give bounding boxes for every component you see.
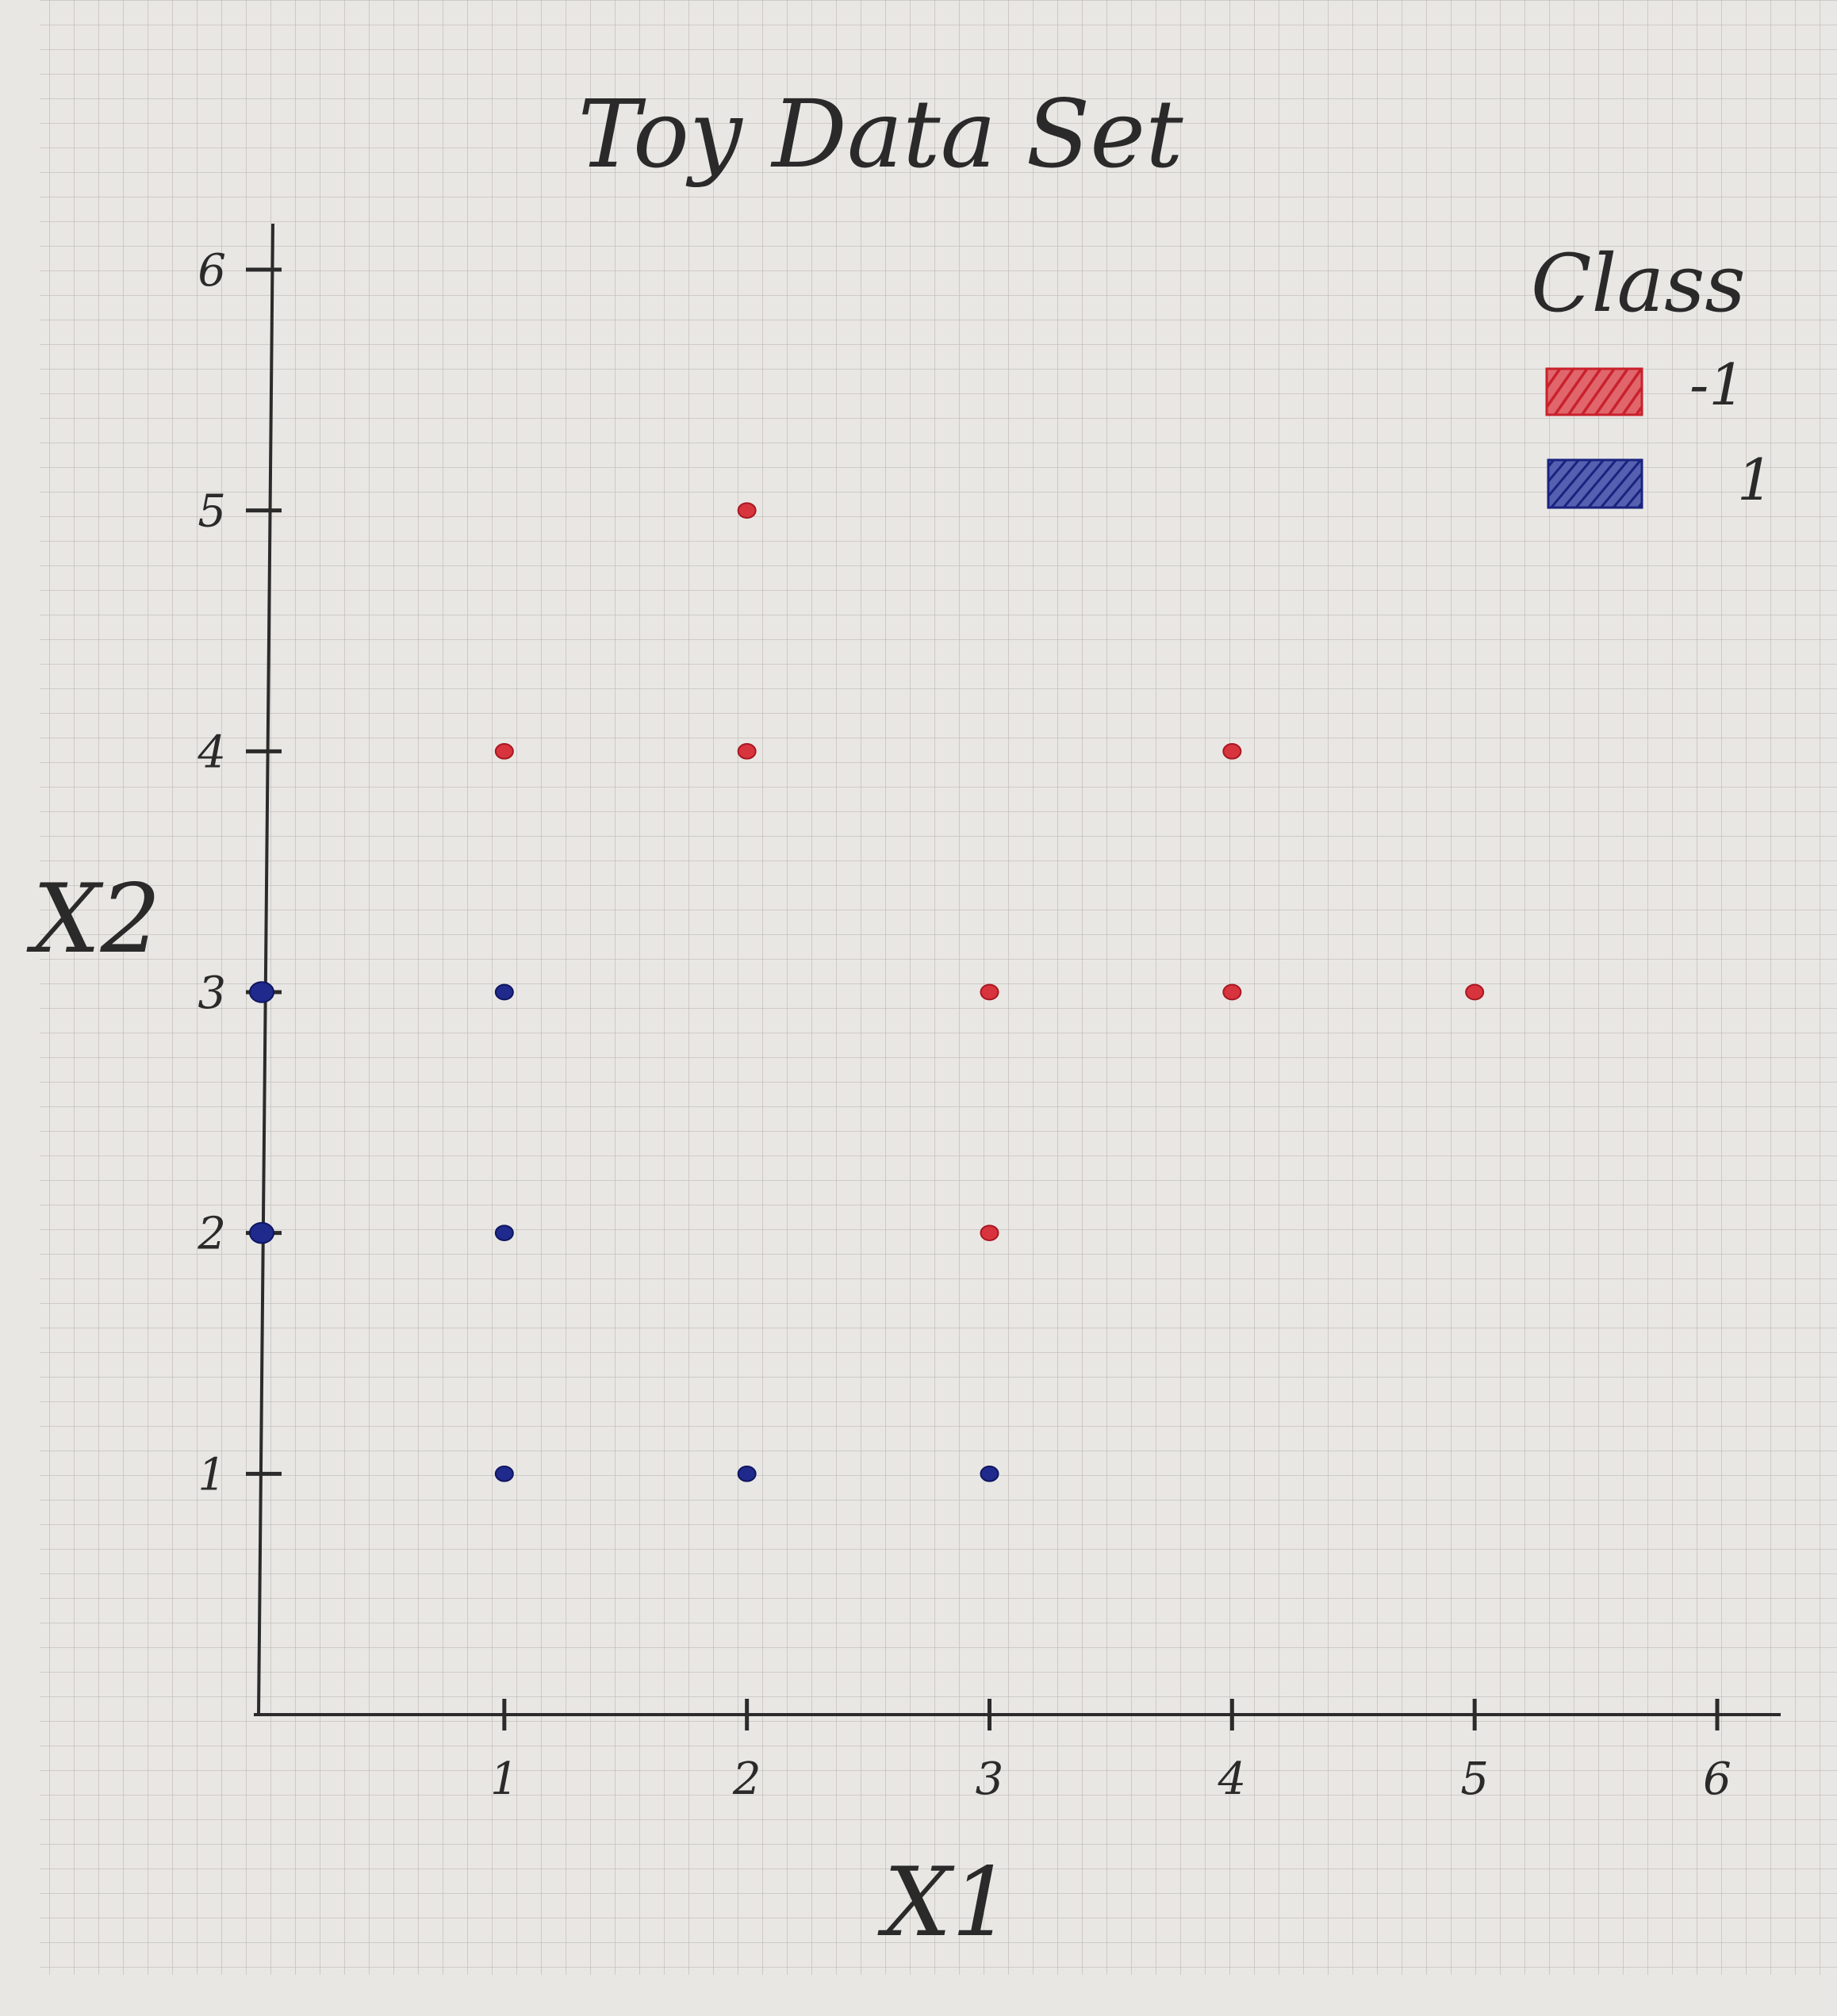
- data-point-class-1: [494, 1225, 514, 1242]
- data-point-class-minus-1: [737, 502, 757, 519]
- data-point-class-minus-1: [1222, 983, 1242, 1001]
- scatter-points: [249, 502, 1485, 1482]
- legend-label-class-1: 1: [1737, 447, 1774, 513]
- data-point-class-minus-1: [1465, 983, 1485, 1001]
- data-point-class-1: [737, 1465, 757, 1482]
- y-tick-label: 2: [197, 1209, 226, 1260]
- x-tick-label: 4: [1218, 1753, 1247, 1805]
- y-axis-ticks: 1 2 3 4 5 6: [197, 245, 282, 1501]
- x-axis-label: X1: [877, 1848, 1012, 1958]
- data-point-class-minus-1: [980, 1225, 999, 1242]
- x-tick-label: 6: [1703, 1753, 1732, 1805]
- y-tick-label: 1: [198, 1449, 226, 1501]
- x-tick-label: 3: [976, 1753, 1004, 1805]
- legend-label-class-minus-1: -1: [1689, 351, 1745, 418]
- data-point-class-1: [249, 981, 274, 1003]
- graph-paper-grid: [40, 0, 1837, 1975]
- data-point-class-minus-1: [980, 983, 999, 1001]
- chart-title: Toy Data Set: [577, 79, 1183, 189]
- legend-swatch-class-minus-1: [1545, 367, 1643, 416]
- legend-swatch-class-1: [1547, 458, 1643, 509]
- x-tick-label: 1: [490, 1753, 519, 1805]
- y-tick-label: 4: [197, 726, 226, 778]
- y-axis-label: X2: [26, 864, 161, 975]
- data-point-class-1: [980, 1465, 999, 1482]
- y-tick-label: 3: [198, 968, 226, 1019]
- legend-title: Class: [1531, 237, 1746, 330]
- data-point-class-1: [249, 1221, 274, 1244]
- x-axis-ticks: 1 2 3 4 5 6: [490, 1699, 1732, 1805]
- y-tick-label: 5: [198, 486, 226, 538]
- y-tick-label: 6: [198, 245, 226, 297]
- x-tick-label: 2: [732, 1753, 761, 1805]
- y-axis-line: [257, 223, 274, 1716]
- data-point-class-minus-1: [737, 742, 757, 760]
- data-point-class-minus-1: [494, 742, 514, 760]
- data-point-class-1: [494, 1465, 514, 1482]
- legend: Class -1 1: [1531, 237, 1774, 513]
- data-point-class-1: [494, 983, 514, 1001]
- x-tick-label: 5: [1460, 1753, 1489, 1805]
- data-point-class-minus-1: [1222, 742, 1242, 760]
